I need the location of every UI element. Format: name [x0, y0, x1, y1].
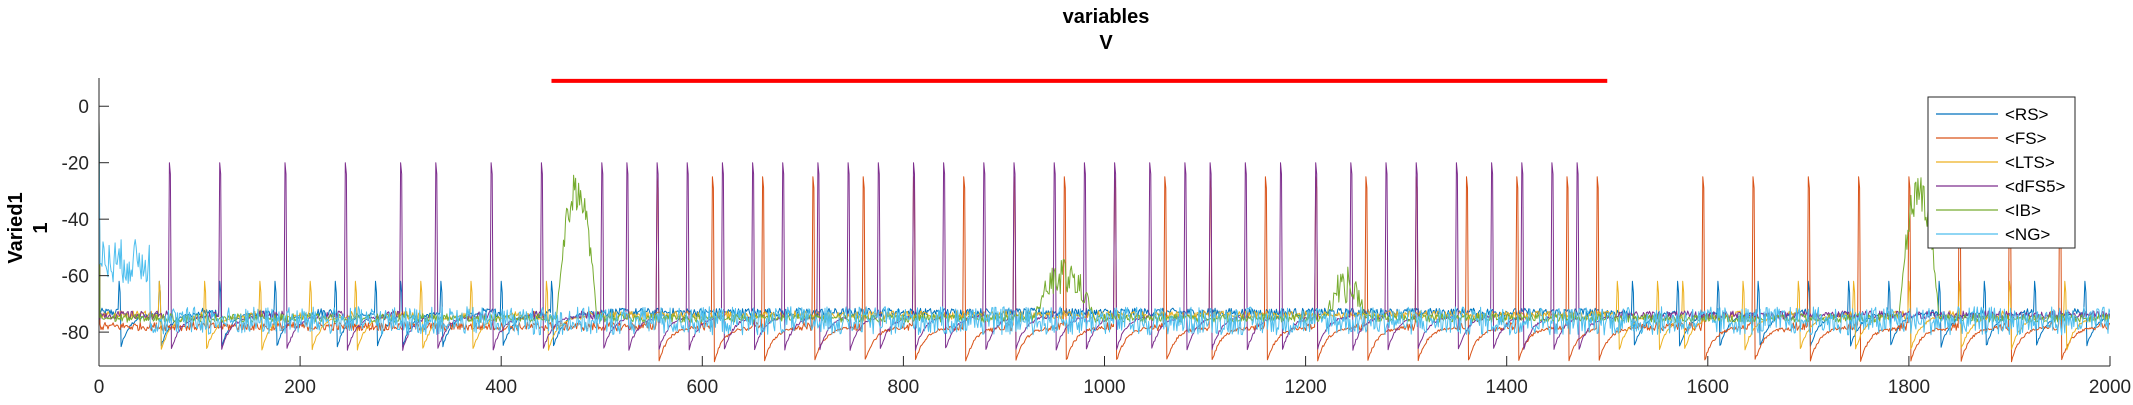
y-tick-label: -80: [62, 323, 89, 344]
y-axis-label-line-1: Varied1: [5, 192, 27, 263]
x-tick-label: 200: [284, 377, 316, 398]
y-axis-label-line-2: 1: [30, 222, 52, 233]
x-tick-label: 1400: [1486, 377, 1528, 398]
x-tick-label: 1800: [1888, 377, 1930, 398]
legend-label: <dFS5>: [2005, 177, 2066, 196]
x-tick-label: 800: [888, 377, 920, 398]
chart-title-line-1: variables: [1063, 6, 1150, 28]
y-tick-label: 0: [78, 97, 89, 118]
legend-label: <FS>: [2005, 129, 2047, 148]
y-tick-label: -40: [62, 210, 89, 231]
y-tick-label: -60: [62, 267, 89, 288]
x-tick-label: 2000: [2089, 377, 2131, 398]
legend-label: <RS>: [2005, 105, 2049, 124]
axes: 0 200 400 600 800 1000 1200 1400 1600 1800 2000 0 -2…: [62, 78, 2131, 398]
legend-label: <NG>: [2005, 225, 2050, 244]
plot-area: [99, 78, 2110, 363]
chart-title-line-2: V: [1099, 32, 1113, 54]
y-tick-label: -20: [62, 154, 89, 175]
x-tick-label: 1000: [1083, 377, 1125, 398]
x-tick-label: 600: [686, 377, 718, 398]
series-line-ng: [99, 120, 2110, 336]
legend-label: <IB>: [2005, 201, 2041, 220]
x-tick-label: 0: [94, 377, 105, 398]
series-line-ib: [99, 120, 2110, 323]
x-tick-label: 400: [485, 377, 517, 398]
x-tick-label: 1200: [1284, 377, 1326, 398]
legend: <RS> <FS> <LTS> <dFS5> <IB> <NG>: [1927, 96, 2076, 249]
legend-label: <LTS>: [2005, 153, 2055, 172]
legend-box: [1927, 96, 2076, 249]
x-tick-label: 1600: [1687, 377, 1729, 398]
